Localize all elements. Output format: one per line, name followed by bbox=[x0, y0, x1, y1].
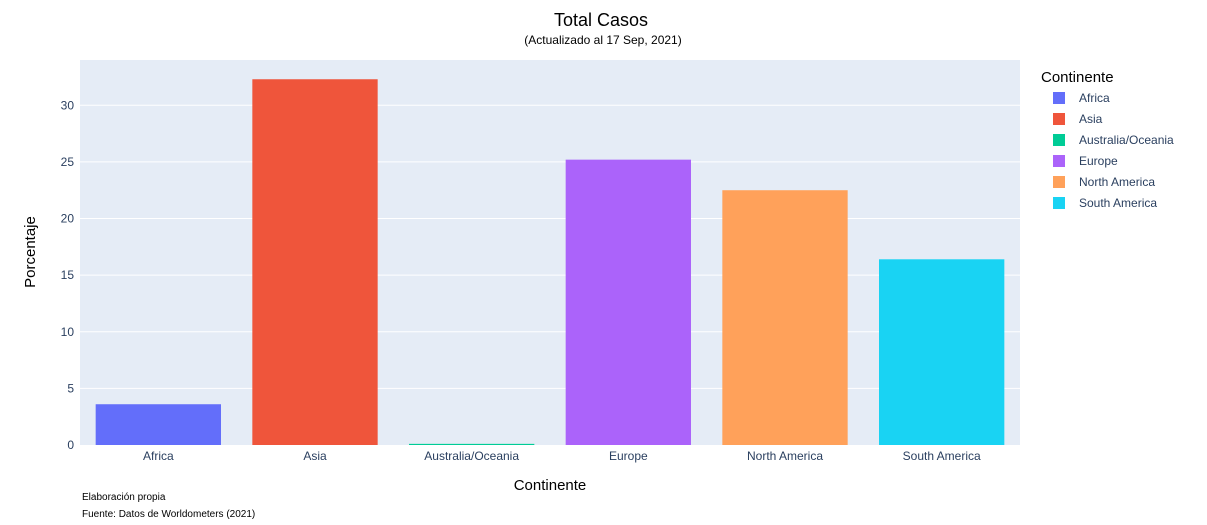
legend-swatch bbox=[1053, 92, 1065, 104]
y-tick-label: 30 bbox=[61, 98, 75, 112]
chart-title: Total Casos bbox=[554, 10, 648, 30]
y-axis-title: Porcentaje bbox=[22, 216, 39, 288]
y-axis-ticks: 0 5 10 15 20 25 30 bbox=[61, 98, 75, 452]
gridlines bbox=[80, 104, 1020, 389]
legend-label: North America bbox=[1079, 175, 1155, 189]
x-axis-title: Continente bbox=[514, 477, 587, 494]
y-tick-label: 25 bbox=[61, 155, 75, 169]
y-tick-label: 15 bbox=[61, 268, 75, 282]
y-tick-label: 20 bbox=[61, 212, 75, 226]
legend-label: South America bbox=[1079, 196, 1157, 210]
y-tick-label: 5 bbox=[67, 381, 74, 395]
bar-south-america[interactable] bbox=[879, 259, 1005, 445]
bars bbox=[95, 79, 1005, 445]
legend-item[interactable]: South America bbox=[1053, 196, 1157, 210]
bar-europe[interactable] bbox=[565, 159, 691, 445]
bar-africa[interactable] bbox=[95, 404, 221, 445]
legend-label: Africa bbox=[1079, 91, 1110, 105]
legend-swatch bbox=[1053, 197, 1065, 209]
chart-subtitle: (Actualizado al 17 Sep, 2021) bbox=[524, 33, 681, 47]
x-tick-label: Europe bbox=[609, 449, 648, 463]
y-tick-label: 10 bbox=[61, 325, 75, 339]
legend-title: Continente bbox=[1041, 69, 1114, 86]
x-tick-label: Africa bbox=[143, 449, 174, 463]
legend-item[interactable]: Europe bbox=[1053, 154, 1118, 168]
plot-area bbox=[80, 60, 1020, 445]
legend: Continente Africa Asia Australia/Oceania Eu… bbox=[1041, 69, 1174, 210]
legend-label: Australia/Oceania bbox=[1079, 133, 1174, 147]
legend-swatch bbox=[1053, 176, 1065, 188]
legend-swatch bbox=[1053, 113, 1065, 125]
y-tick-label: 0 bbox=[67, 438, 74, 452]
legend-label: Europe bbox=[1079, 154, 1118, 168]
legend-item[interactable]: Asia bbox=[1053, 112, 1103, 126]
note-fuente: Fuente: Datos de Worldometers (2021) bbox=[82, 509, 255, 520]
x-axis-ticks: Africa Asia Australia/Oceania Europe North A… bbox=[143, 449, 981, 463]
bar-australia-oceania[interactable] bbox=[409, 443, 535, 445]
legend-swatch bbox=[1053, 155, 1065, 167]
note-elaboracion: Elaboración propia bbox=[82, 492, 166, 503]
legend-item[interactable]: Africa bbox=[1053, 91, 1110, 105]
x-tick-label: North America bbox=[747, 449, 823, 463]
x-tick-label: Asia bbox=[303, 449, 327, 463]
legend-item[interactable]: Australia/Oceania bbox=[1053, 133, 1174, 147]
x-tick-label: Australia/Oceania bbox=[424, 449, 519, 463]
bar-asia[interactable] bbox=[252, 79, 378, 445]
legend-item[interactable]: North America bbox=[1053, 175, 1155, 189]
legend-swatch bbox=[1053, 134, 1065, 146]
bar-north-america[interactable] bbox=[722, 190, 848, 445]
x-tick-label: South America bbox=[903, 449, 981, 463]
legend-label: Asia bbox=[1079, 112, 1103, 126]
